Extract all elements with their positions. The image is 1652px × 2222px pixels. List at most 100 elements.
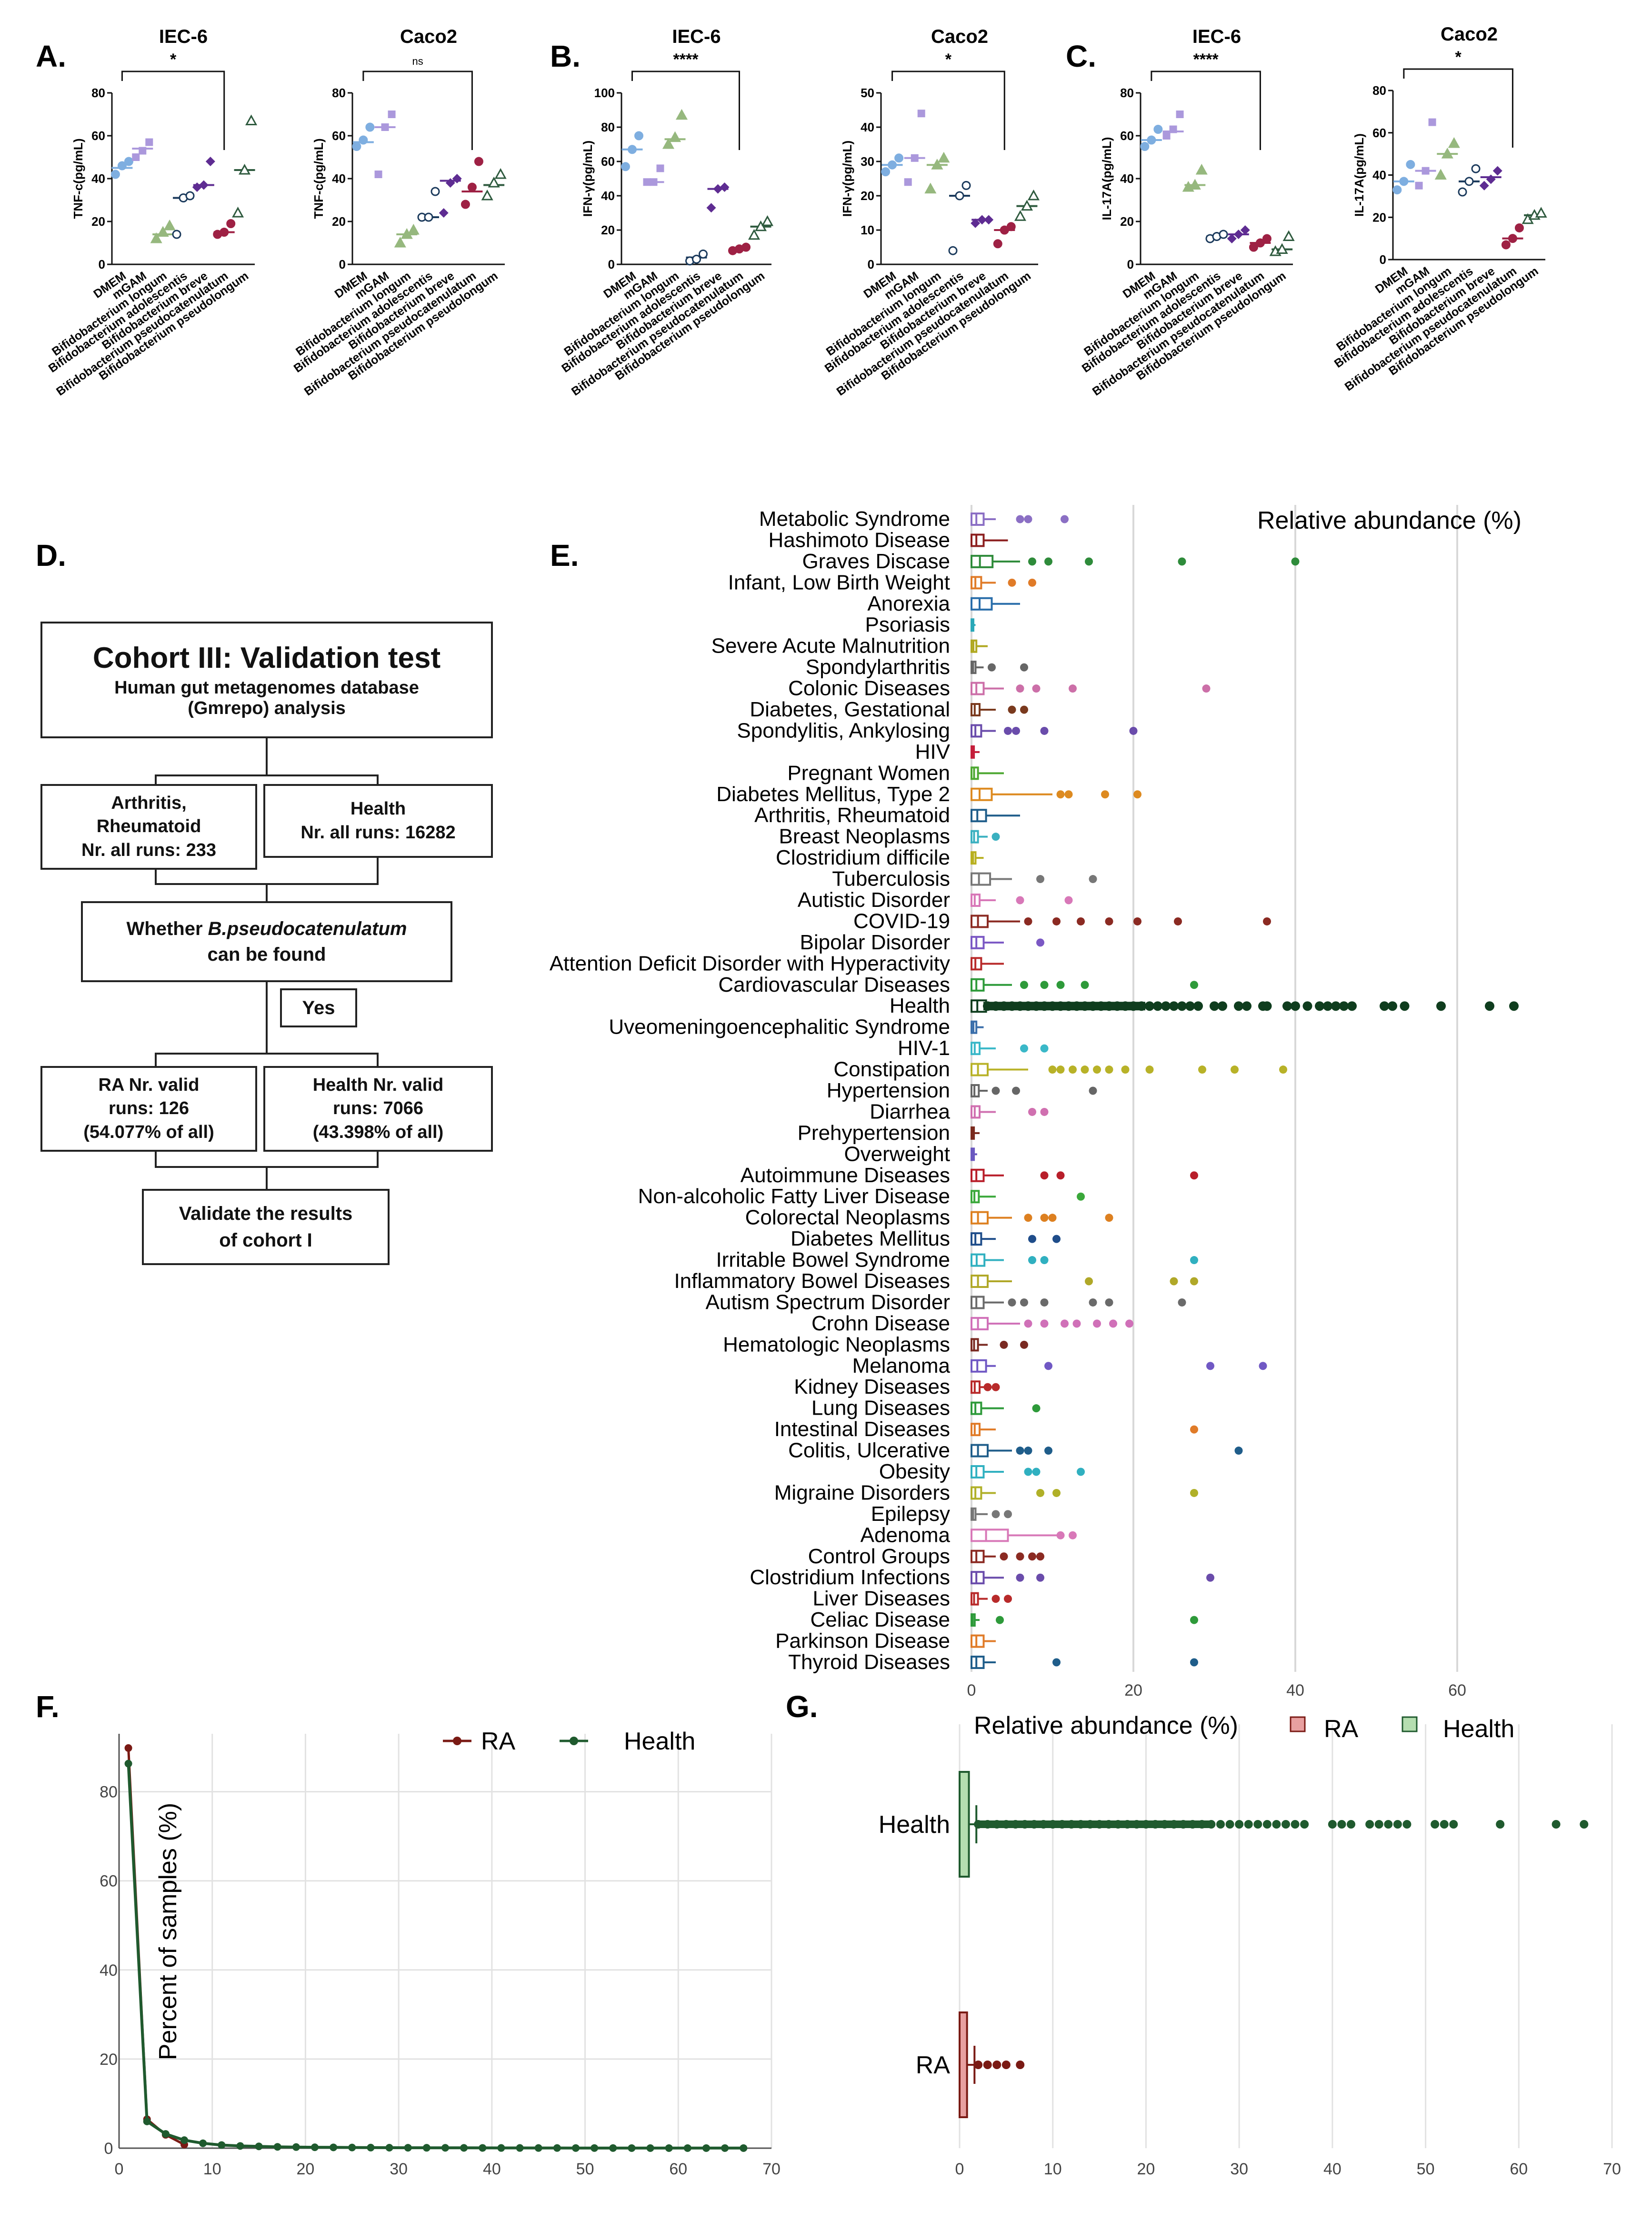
outlier-point [1282, 1001, 1292, 1011]
data-point-DMEM [365, 122, 375, 132]
disease-label: Hashimoto Disease [769, 528, 951, 552]
outlier-point [1263, 917, 1271, 925]
data-point-breve [1233, 230, 1243, 239]
box [971, 554, 994, 568]
series-point-health [572, 2144, 580, 2152]
data-point-DMEM [1147, 135, 1156, 145]
flow-connector [155, 1053, 157, 1067]
y-tick-label: 40 [1372, 168, 1386, 182]
outlier-point [1004, 726, 1012, 735]
data-point-pseudocatenulatum [1255, 238, 1265, 248]
flow-ra-valid-1: RA Nr. valid [98, 1075, 200, 1095]
series-point-health [497, 2144, 505, 2152]
data-point-adolescentis [1471, 164, 1481, 173]
flow-question-prefix: Whether [126, 918, 208, 939]
disease-label: Control Groups [808, 1545, 950, 1568]
y-tick-label: 0 [1127, 257, 1134, 271]
outlier-point [1040, 726, 1049, 735]
outlier-point [1016, 1573, 1024, 1582]
series-point-health [534, 2144, 542, 2152]
series-point-health [479, 2144, 487, 2152]
disease-label: Colonic Diseases [788, 677, 950, 700]
significance-bracket [1151, 70, 1261, 150]
outlier-point [1206, 1573, 1214, 1582]
outlier-point [1081, 981, 1089, 989]
outlier-point [1231, 1066, 1239, 1074]
outlier-point [1036, 938, 1044, 947]
disease-label: Psoriasis [865, 613, 951, 636]
disease-label: Spondylitis, Ankylosing [737, 719, 950, 742]
y-tick-label: 40 [91, 171, 105, 186]
data-point-breve [713, 184, 723, 194]
data-point-breve [439, 208, 449, 218]
flow-connector [155, 1152, 157, 1167]
data-point-pseudolongum [1282, 230, 1295, 241]
outlier-point [1259, 1362, 1267, 1370]
outlier-point [1040, 1214, 1049, 1222]
outlier-point [1004, 1595, 1012, 1603]
outlier-point [1169, 1001, 1179, 1011]
y-tick-label: 0 [99, 257, 105, 271]
outlier-point [1272, 1820, 1281, 1829]
plot-title: IEC-6 [672, 26, 721, 47]
data-point-DMEM [1406, 160, 1415, 169]
box [959, 1771, 970, 1878]
series-point-health [273, 2143, 281, 2151]
disease-label: Intestinal Diseases [774, 1418, 950, 1441]
cytokine-plot-4: 01020304050IFN-γ(pg/mL)Caco2*DMEMmGAMBif… [822, 26, 1040, 398]
significance-bracket [121, 70, 225, 150]
cytokine-plot-6: 020406080IL-17A(pg/mL)Caco2*DMEMmGAMBifi… [1332, 24, 1547, 393]
flow-health-valid-1: Health Nr. valid [312, 1075, 444, 1095]
disease-label: Overweight [844, 1142, 950, 1166]
y-axis-label: IL-17A(pg/mL) [1100, 137, 1114, 221]
data-point-breve [445, 178, 455, 188]
outlier-point [1129, 726, 1138, 735]
outlier-point [1101, 790, 1109, 799]
disease-label: Irritable Bowel Syndrome [716, 1248, 950, 1272]
outlier-point [1069, 684, 1077, 693]
flow-connector [155, 870, 157, 884]
x-tick-label: 70 [1603, 2160, 1621, 2178]
box [971, 724, 982, 738]
box [971, 1063, 989, 1076]
outlier-point [1056, 1171, 1065, 1180]
outlier-point [1000, 1552, 1008, 1561]
outlier-point [1072, 1319, 1081, 1328]
outlier-point [1024, 917, 1032, 925]
data-point-pseudolongum [761, 215, 774, 226]
y-tick-label: 60 [1372, 126, 1386, 140]
disease-label: Spondylarthritis [806, 655, 950, 679]
outlier-point [1008, 1298, 1016, 1307]
y-axis-label: Percent of samples (%) [154, 1803, 182, 2060]
legend-label-ra: RA [1324, 1715, 1359, 1743]
outlier-point [1036, 1488, 1044, 1497]
flow-validate-box: Validate the results of cohort I [142, 1189, 390, 1265]
flow-ra-line-3: Nr. all runs: 233 [81, 840, 216, 860]
y-tick-label: 100 [594, 86, 615, 100]
data-point-pseudolongum [232, 206, 244, 218]
flow-yes-label: Yes [302, 997, 335, 1018]
outlier-point [1125, 1319, 1133, 1328]
flow-ra-line-2: Rheumatoid [96, 816, 201, 837]
outlier-point [1170, 1277, 1178, 1286]
data-point-DMEM [634, 131, 643, 141]
y-tick-label: 20 [100, 2051, 118, 2069]
data-point-longum [662, 138, 675, 149]
data-point-mGAM [1169, 125, 1177, 133]
box [971, 1296, 985, 1309]
outlier-point [1016, 2061, 1025, 2069]
data-point-mGAM [1162, 132, 1171, 140]
disease-label: Autoimmune Diseases [741, 1164, 950, 1187]
data-point-breve [720, 182, 730, 192]
panel-label-b: B. [550, 39, 581, 73]
legend-label-ra: RA [481, 1728, 516, 1755]
disease-label: Pregnant Women [787, 761, 950, 784]
box [971, 1275, 989, 1288]
flow-ra-box: Arthritis, Rheumatoid Nr. all runs: 233 [40, 784, 257, 870]
data-point-breve [1486, 174, 1496, 184]
box [971, 1634, 985, 1648]
data-point-adolescentis [1458, 187, 1467, 197]
disease-label: Tuberculosis [832, 867, 950, 891]
y-tick-label: 20 [1372, 210, 1386, 224]
significance-label: * [170, 50, 177, 69]
